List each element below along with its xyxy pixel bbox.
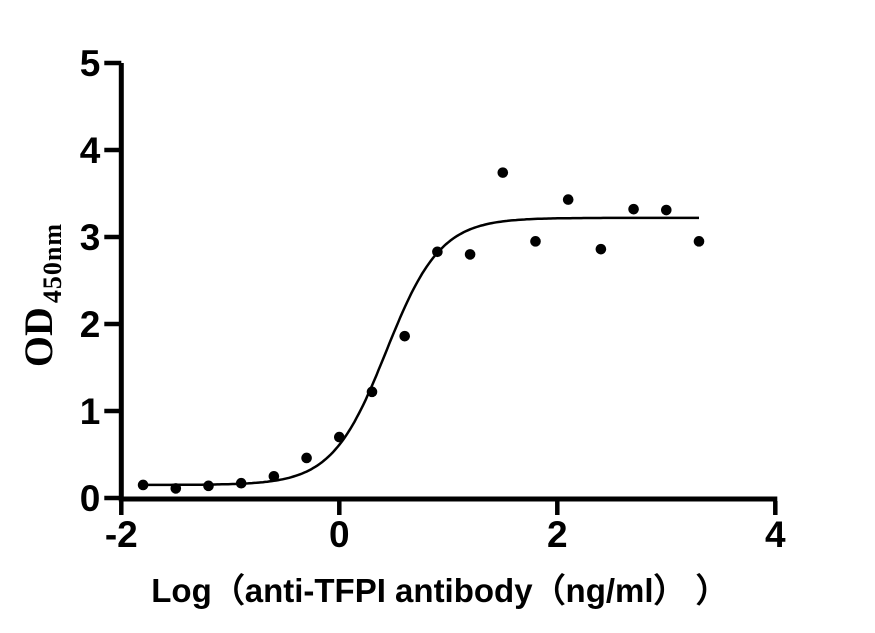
data-point <box>628 203 639 215</box>
data-points-group <box>137 167 705 494</box>
y-axis-title-subscript: 450nm <box>38 223 67 303</box>
fit-curve <box>140 216 699 487</box>
x-axis-title: Log（anti-TFPI antibody（ng/ml） ） <box>151 572 728 609</box>
x-tick-label: 4 <box>765 514 786 555</box>
y-tick-label: 5 <box>80 43 101 84</box>
axis-lines <box>118 63 778 502</box>
data-point <box>562 194 574 205</box>
data-point <box>170 483 182 494</box>
data-point <box>137 479 149 491</box>
y-tick-label: 0 <box>80 478 101 519</box>
data-point <box>432 246 443 258</box>
x-tick-label: 2 <box>547 514 568 555</box>
x-tick-label: 0 <box>329 514 350 555</box>
y-tick-label: 4 <box>80 130 101 171</box>
data-point <box>366 386 378 398</box>
x-tick-label: -2 <box>105 514 138 555</box>
data-point <box>301 452 312 464</box>
data-point <box>235 477 247 489</box>
y-tick-label: 3 <box>80 217 101 258</box>
data-point <box>693 236 705 247</box>
data-point <box>203 480 214 492</box>
data-point <box>268 470 280 482</box>
y-tick-label: 1 <box>80 391 101 432</box>
data-point <box>334 431 345 443</box>
y-axis-title: OD 450nm <box>16 223 67 367</box>
data-point <box>595 243 607 255</box>
y-tick-label: 2 <box>80 304 101 345</box>
fit-curve-group <box>140 216 699 487</box>
data-point <box>497 167 509 178</box>
data-point <box>661 204 672 216</box>
data-point <box>464 249 476 260</box>
data-point <box>399 330 411 342</box>
data-point <box>530 236 541 247</box>
axis-ticks <box>104 60 778 515</box>
y-axis-title-main: OD <box>16 307 61 367</box>
